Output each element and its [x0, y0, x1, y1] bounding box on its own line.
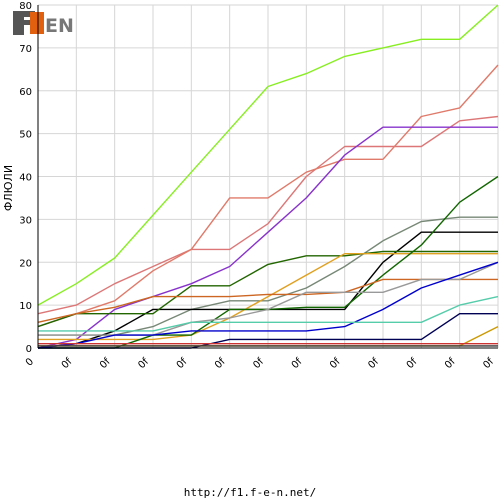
series-line-13: [38, 295, 499, 332]
series-line-2: [37, 115, 499, 315]
series-line-12: [37, 261, 499, 349]
y-axis-label: ФЛЮЛИ: [2, 165, 15, 211]
y-tick-label: 50: [19, 130, 32, 141]
y-tick-label: 40: [19, 173, 32, 184]
f1en-logo: EN: [13, 11, 74, 37]
y-tick-label: 80: [19, 1, 32, 12]
y-tick-label: 10: [19, 301, 32, 312]
logo-text: EN: [45, 15, 74, 37]
grid: [37, 4, 499, 349]
series-line-4: [37, 126, 498, 349]
footer-url[interactable]: http://f1.f-e-n.net/: [184, 486, 316, 499]
y-tick-label: 30: [19, 215, 32, 226]
logo-accent: [30, 12, 44, 34]
y-tick-label: 60: [19, 87, 32, 98]
series-line-3: [37, 64, 499, 328]
series-lines: [37, 4, 499, 349]
y-tick-label: 70: [19, 44, 32, 55]
series-line-1: [37, 4, 499, 306]
series-line-8: [38, 252, 498, 341]
series-line-7: [37, 250, 498, 328]
y-tick-label: 20: [19, 258, 32, 269]
y-tick-label: 0: [26, 344, 32, 355]
